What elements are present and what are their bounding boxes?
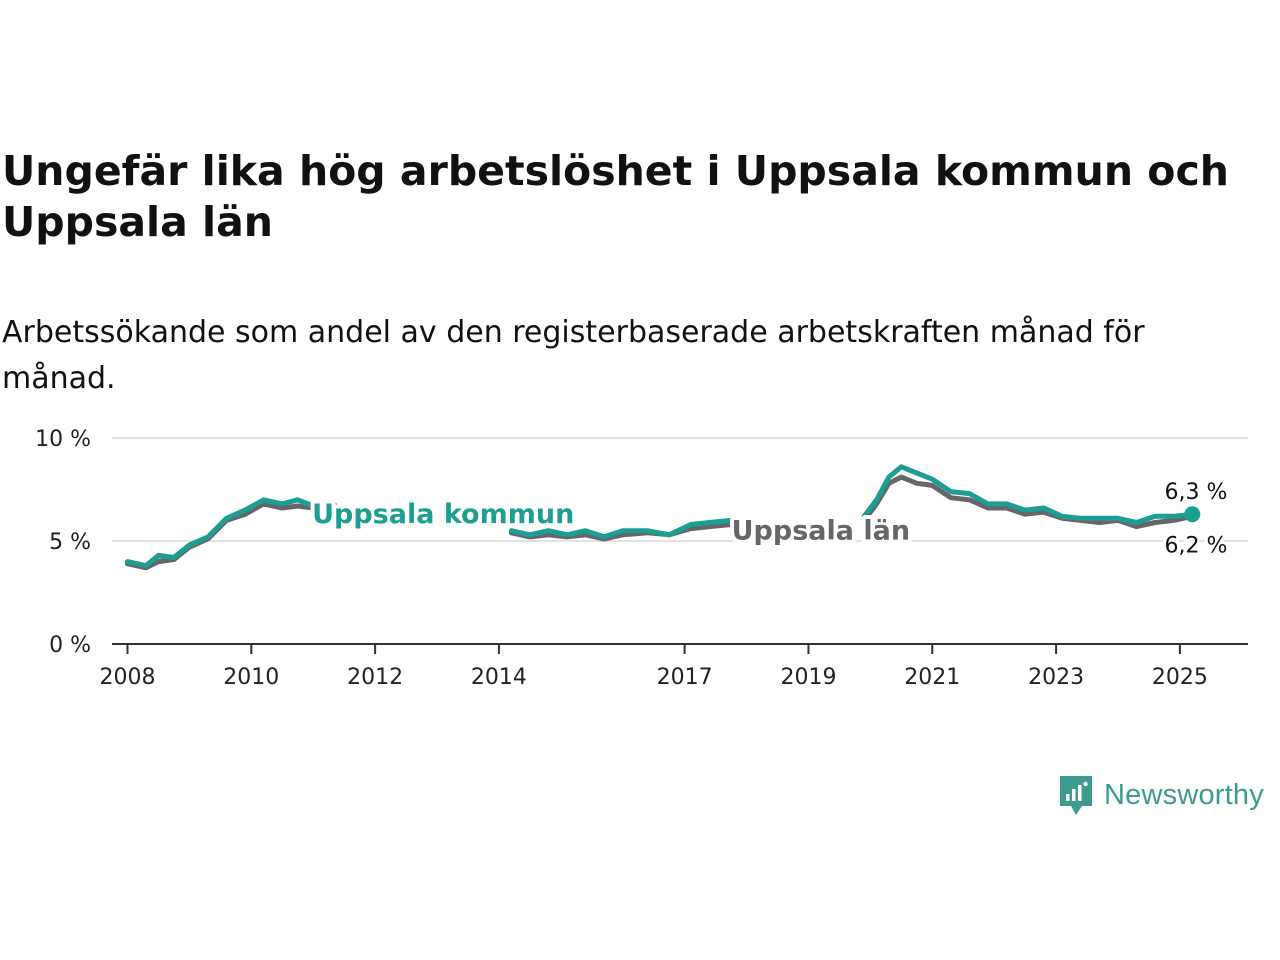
- x-tick-label: 2012: [347, 665, 403, 690]
- y-tick-label: 5 %: [49, 530, 91, 555]
- chart-title: Ungefär lika hög arbetslöshet i Uppsala …: [2, 147, 1229, 246]
- series-line-uppsala-län: [125, 474, 1195, 571]
- series-line-uppsala-kommun: [125, 464, 1195, 569]
- x-tick-label: 2010: [223, 665, 279, 690]
- x-tick-label: 2019: [780, 665, 836, 690]
- y-tick-label: 10 %: [35, 427, 91, 452]
- x-tick-label: 2023: [1028, 665, 1084, 690]
- chart-subtitle: Arbetssökande som andel av den registerb…: [2, 315, 1145, 396]
- x-tick-label: 2008: [99, 665, 155, 690]
- x-tick-label: 2021: [904, 665, 960, 690]
- x-tick-label: 2014: [471, 665, 527, 690]
- end-point-marker: [1184, 506, 1201, 523]
- brand-name: Newsworthy: [1104, 778, 1264, 811]
- series-label: Uppsala län: [732, 516, 910, 547]
- y-tick-label: 0 %: [49, 633, 91, 658]
- newsworthy-logo-icon: [1060, 776, 1092, 815]
- series-label: Uppsala kommun: [312, 499, 574, 530]
- end-value-label: 6,2 %: [1165, 533, 1228, 558]
- x-tick-label: 2025: [1152, 665, 1208, 690]
- end-value-label: 6,3 %: [1165, 480, 1228, 505]
- x-tick-label: 2017: [657, 665, 713, 690]
- brand-logo[interactable]: Newsworthy: [1058, 772, 1264, 818]
